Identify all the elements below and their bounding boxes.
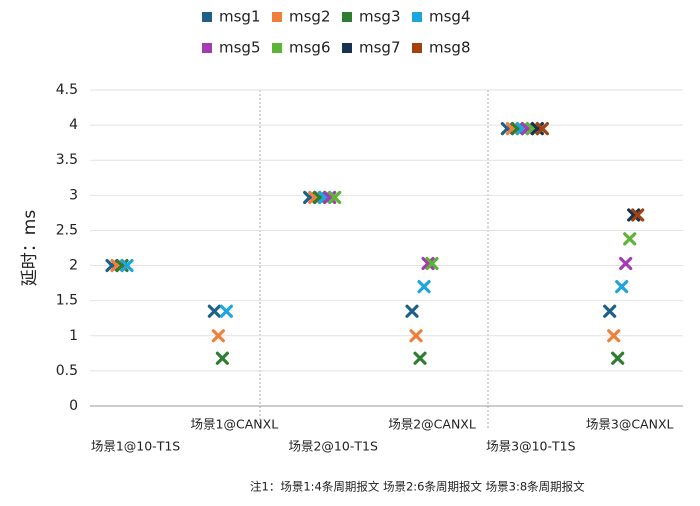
legend-swatch: [202, 12, 212, 22]
x-tick-label: 场景1@10-T1S: [91, 439, 180, 454]
footnote: 注1：场景1:4条周期报文 场景2:6条周期报文 场景3:8条周期报文: [250, 480, 585, 494]
legend-label: msg3: [359, 8, 401, 26]
marker: [425, 256, 439, 271]
x-tick-label: 场景1@CANXL: [191, 417, 279, 432]
legend-label: msg1: [219, 8, 261, 26]
y-tick-label: 2.5: [56, 222, 78, 238]
marker: [215, 351, 229, 365]
legend-swatch: [342, 43, 352, 53]
y-tick-label: 4.5: [56, 82, 78, 98]
marker: [219, 304, 233, 318]
legend-swatch: [272, 12, 282, 22]
marker: [120, 258, 134, 273]
legend-label: msg6: [289, 39, 331, 57]
marker: [623, 232, 637, 246]
y-tick-label: 3.5: [56, 152, 78, 168]
legend-label: msg8: [429, 39, 471, 57]
marker: [631, 208, 645, 222]
legend-label: msg2: [289, 8, 331, 26]
legend-label: msg7: [359, 39, 401, 57]
legend-label: msg4: [429, 8, 471, 26]
marker: [405, 304, 419, 318]
y-tick-label: 1.5: [56, 293, 78, 309]
y-tick-label: 1: [69, 328, 78, 344]
legend-swatch: [272, 43, 282, 53]
x-tick-label: 场景2@10-T1S: [288, 439, 377, 454]
marker: [421, 256, 435, 271]
y-tick-label: 0: [69, 398, 78, 414]
marker: [615, 280, 629, 294]
x-tick-label: 场景3@10-T1S: [486, 439, 575, 454]
marker: [603, 304, 617, 318]
marker: [417, 280, 431, 294]
marker: [211, 329, 225, 343]
marker: [413, 351, 427, 365]
legend-label: msg5: [219, 39, 261, 57]
marker: [409, 329, 423, 343]
y-tick-label: 3: [69, 187, 78, 203]
marker: [611, 351, 625, 365]
y-tick-label: 0.5: [56, 363, 78, 379]
marker: [535, 122, 549, 136]
marker: [328, 190, 342, 205]
marker: [627, 208, 641, 222]
marker: [619, 256, 633, 271]
y-tick-label: 4: [69, 117, 78, 133]
marker: [207, 304, 221, 318]
y-tick-label: 2: [69, 258, 78, 274]
legend-swatch: [412, 12, 422, 22]
legend-swatch: [342, 12, 352, 22]
y-axis-label: 延时：ms: [20, 210, 40, 287]
x-tick-label: 场景2@CANXL: [388, 417, 476, 432]
legend-swatch: [412, 43, 422, 53]
x-tick-label: 场景3@CANXL: [586, 417, 674, 432]
legend-swatch: [202, 43, 212, 53]
marker: [607, 329, 621, 343]
